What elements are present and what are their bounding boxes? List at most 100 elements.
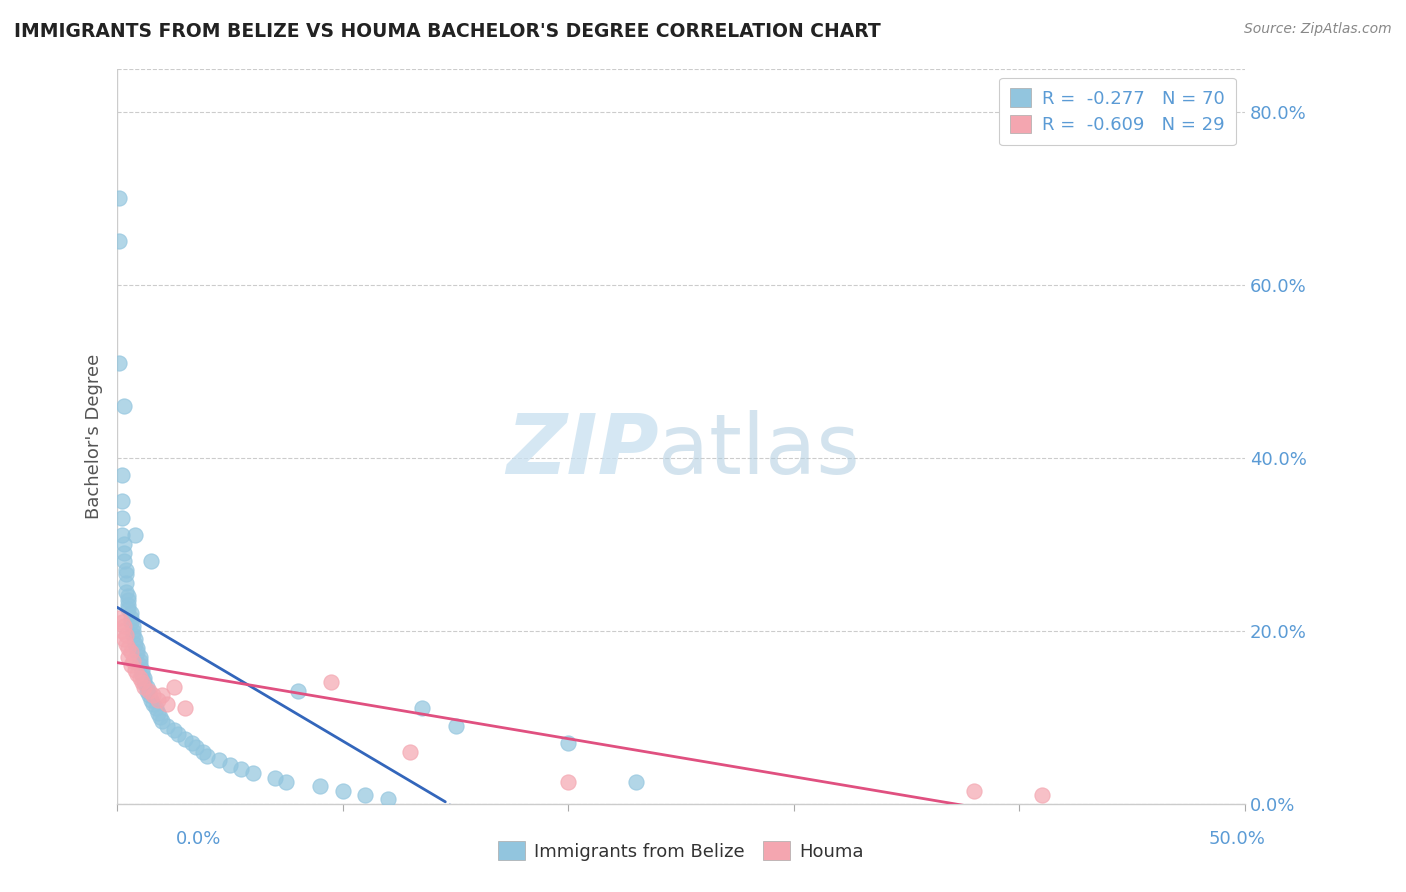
Point: [111, 624, 134, 638]
Point: [242, 766, 264, 780]
Point: [173, 701, 195, 715]
Point: [411, 701, 433, 715]
Point: [122, 654, 145, 668]
Point: [287, 684, 309, 698]
Legend: R =  -0.277   N = 70, R =  -0.609   N = 29: R = -0.277 N = 70, R = -0.609 N = 29: [998, 78, 1236, 145]
Point: [124, 632, 146, 647]
Point: [131, 663, 153, 677]
Point: [120, 645, 142, 659]
Point: [117, 602, 139, 616]
Point: [108, 235, 131, 249]
Point: [150, 689, 173, 703]
Text: IMMIGRANTS FROM BELIZE VS HOUMA BACHELOR'S DEGREE CORRELATION CHART: IMMIGRANTS FROM BELIZE VS HOUMA BACHELOR…: [14, 22, 880, 41]
Point: [108, 610, 131, 624]
Point: [167, 727, 190, 741]
Y-axis label: Bachelor's Degree: Bachelor's Degree: [86, 353, 103, 518]
Point: [208, 753, 231, 767]
Point: [117, 640, 139, 655]
Point: [180, 736, 202, 750]
Point: [557, 736, 579, 750]
Text: atlas: atlas: [658, 410, 860, 491]
Point: [111, 528, 134, 542]
Point: [117, 649, 139, 664]
Point: [124, 637, 146, 651]
Point: [624, 775, 647, 789]
Point: [146, 693, 169, 707]
Point: [112, 546, 135, 560]
Point: [156, 719, 179, 733]
Point: [115, 628, 138, 642]
Point: [399, 745, 422, 759]
Point: [112, 632, 135, 647]
Point: [150, 714, 173, 729]
Point: [134, 671, 156, 685]
Point: [128, 658, 150, 673]
Point: [149, 710, 172, 724]
Point: [146, 706, 169, 720]
Point: [122, 624, 145, 638]
Point: [120, 610, 142, 624]
Point: [264, 771, 287, 785]
Point: [444, 719, 467, 733]
Point: [142, 689, 165, 703]
Point: [112, 619, 135, 633]
Point: [111, 615, 134, 629]
Point: [117, 598, 139, 612]
Point: [128, 671, 150, 685]
Point: [128, 649, 150, 664]
Point: [142, 697, 165, 711]
Point: [134, 675, 156, 690]
Point: [135, 680, 157, 694]
Point: [332, 783, 354, 797]
Point: [354, 788, 377, 802]
Point: [191, 745, 214, 759]
Point: [135, 684, 157, 698]
Point: [124, 528, 146, 542]
Text: 0.0%: 0.0%: [176, 830, 221, 847]
Point: [963, 783, 986, 797]
Point: [184, 740, 207, 755]
Point: [309, 779, 332, 793]
Point: [115, 584, 138, 599]
Point: [197, 749, 219, 764]
Point: [115, 563, 138, 577]
Point: [1031, 788, 1053, 802]
Point: [138, 684, 160, 698]
Point: [219, 757, 242, 772]
Point: [131, 675, 153, 690]
Point: [162, 723, 184, 737]
Point: [115, 637, 138, 651]
Point: [120, 658, 142, 673]
Point: [120, 607, 142, 621]
Text: ZIP: ZIP: [506, 410, 658, 491]
Point: [231, 762, 253, 776]
Point: [557, 775, 579, 789]
Point: [139, 693, 162, 707]
Point: [122, 628, 145, 642]
Point: [321, 675, 343, 690]
Point: [139, 554, 162, 568]
Text: 50.0%: 50.0%: [1209, 830, 1265, 847]
Point: [145, 701, 167, 715]
Point: [173, 731, 195, 746]
Point: [120, 615, 142, 629]
Text: Source: ZipAtlas.com: Source: ZipAtlas.com: [1244, 22, 1392, 37]
Point: [131, 666, 153, 681]
Point: [117, 589, 139, 603]
Point: [108, 355, 131, 369]
Point: [111, 511, 134, 525]
Point: [111, 494, 134, 508]
Point: [111, 467, 134, 482]
Point: [156, 697, 179, 711]
Point: [112, 537, 135, 551]
Point: [122, 619, 145, 633]
Point: [128, 654, 150, 668]
Point: [138, 689, 160, 703]
Point: [117, 593, 139, 607]
Point: [127, 640, 149, 655]
Point: [276, 775, 298, 789]
Point: [127, 666, 149, 681]
Point: [112, 399, 135, 413]
Point: [162, 680, 184, 694]
Point: [134, 680, 156, 694]
